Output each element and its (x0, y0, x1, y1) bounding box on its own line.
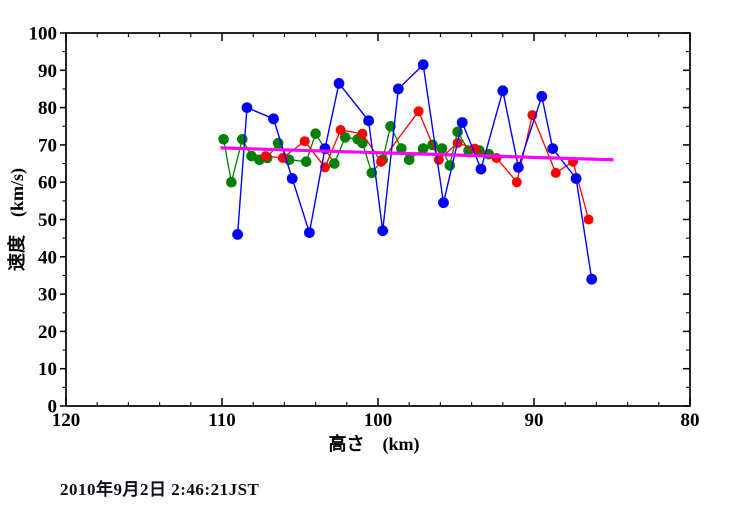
plot-frame (65, 32, 691, 407)
blue-series-point (438, 197, 449, 209)
green-series-point (329, 158, 340, 169)
blue-series-point (475, 163, 487, 175)
green-series-point (417, 143, 429, 154)
blue-series-point (586, 273, 598, 285)
blue-series-point (547, 143, 559, 155)
red-series-point (260, 151, 271, 162)
y-tick-label: 60 (38, 173, 57, 194)
blue-series-point (286, 173, 298, 184)
blue-series-point (536, 91, 548, 102)
blue-series-point (513, 161, 524, 173)
y-tick-label: 30 (38, 285, 57, 306)
blue-series-point (333, 78, 345, 89)
green-series-point (396, 143, 407, 154)
green-series-point (226, 176, 237, 188)
red-series-point (357, 128, 368, 139)
blue-series-point (268, 113, 279, 125)
blue-series-point (232, 229, 244, 240)
red-series-line (265, 109, 590, 220)
x-axis-title: 高さ (km) (329, 433, 420, 455)
y-tick-label: 0 (48, 397, 58, 418)
timestamp-label: 2010年9月2日 2:46:21JST (60, 480, 260, 499)
red-series-point (433, 154, 444, 165)
red-series-point (550, 167, 561, 178)
blue-series-point (417, 59, 429, 71)
green-series-point (310, 128, 321, 139)
blue-series-point (241, 102, 253, 113)
y-tick-label: 100 (29, 24, 58, 45)
green-series-point (218, 134, 229, 145)
y-tick-label: 20 (38, 322, 57, 343)
blue-series-line (236, 63, 593, 280)
red-series-point (413, 106, 424, 117)
y-tick-label: 40 (38, 247, 57, 268)
blue-series-point (456, 117, 468, 128)
x-tick-label: 80 (681, 410, 700, 431)
green-series-point (357, 137, 368, 149)
green-series-point (339, 132, 351, 143)
blue-series-point (392, 83, 404, 95)
y-tick-label: 90 (38, 61, 57, 82)
green-series-point (436, 143, 448, 154)
green-series-point (237, 134, 248, 145)
y-tick-label: 70 (38, 135, 57, 156)
x-tick-label: 90 (525, 410, 544, 431)
x-tick-label: 100 (364, 410, 393, 431)
y-tick-label: 10 (38, 359, 57, 380)
blue-series-point (363, 115, 374, 127)
velocity-height-chart: 120 110 100 90 80 0 10 20 30 40 50 60 70 80 90 100 高さ (k… (6, 24, 700, 456)
x-tick-label: 110 (208, 410, 235, 431)
y-axis-title: 速度 (km/s) (6, 168, 28, 271)
red-series-point (299, 136, 310, 147)
magenta-trend-line (220, 146, 614, 162)
red-series-point (511, 177, 522, 188)
red-series-point (491, 153, 502, 163)
red-series-point (583, 214, 594, 225)
blue-series-point (377, 225, 389, 237)
blue-series-point (570, 173, 582, 184)
green-series-point (300, 156, 312, 167)
x-tick-label: 120 (52, 410, 81, 431)
red-series-point (335, 125, 346, 135)
green-series-point (385, 121, 396, 132)
blue-series-point (304, 227, 315, 239)
green-series-point (403, 154, 415, 166)
y-tick-label: 50 (38, 210, 57, 231)
blue-series-point (497, 85, 509, 97)
red-series-point (376, 156, 387, 167)
y-tick-label: 80 (38, 98, 57, 119)
